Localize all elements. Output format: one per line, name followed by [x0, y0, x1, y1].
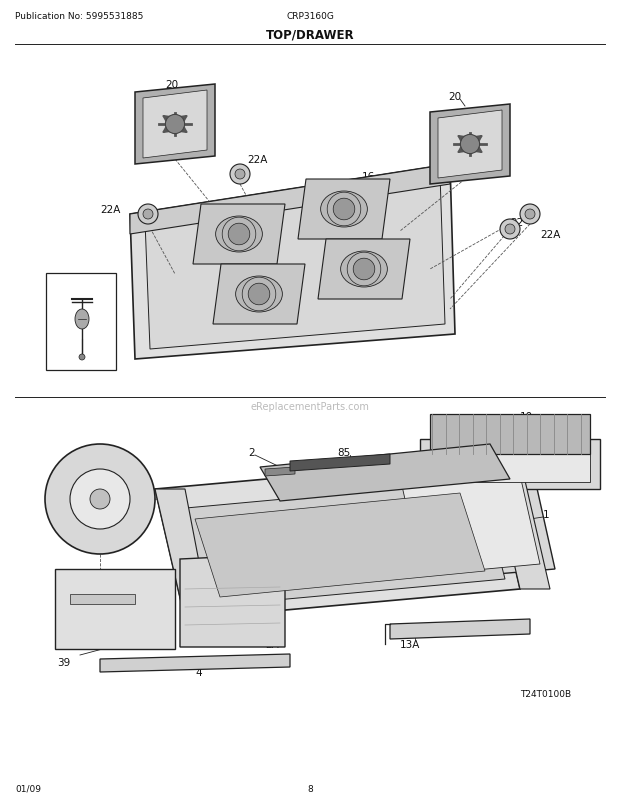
Polygon shape: [290, 455, 390, 472]
Text: 22A: 22A: [540, 229, 560, 240]
Polygon shape: [390, 457, 555, 581]
Polygon shape: [420, 439, 600, 489]
Text: Publication No: 5995531885: Publication No: 5995531885: [15, 12, 143, 21]
Polygon shape: [130, 164, 455, 359]
Polygon shape: [130, 164, 450, 235]
Polygon shape: [180, 554, 285, 647]
Text: 16: 16: [362, 172, 375, 182]
Polygon shape: [155, 460, 520, 619]
Text: 2A: 2A: [265, 639, 279, 649]
Circle shape: [143, 210, 153, 220]
Text: 10: 10: [520, 411, 533, 422]
Polygon shape: [135, 85, 215, 164]
Polygon shape: [155, 489, 210, 619]
Text: TOP/DRAWER: TOP/DRAWER: [266, 28, 354, 41]
Text: T24T0100B: T24T0100B: [520, 689, 571, 698]
Polygon shape: [430, 415, 590, 455]
Ellipse shape: [236, 277, 282, 313]
Polygon shape: [213, 265, 305, 325]
Polygon shape: [390, 619, 530, 639]
Ellipse shape: [216, 217, 262, 253]
Polygon shape: [430, 449, 590, 482]
Text: 22A: 22A: [100, 205, 120, 215]
Polygon shape: [400, 467, 540, 575]
Polygon shape: [70, 594, 135, 604]
Polygon shape: [298, 180, 390, 240]
Circle shape: [461, 136, 480, 155]
Circle shape: [500, 220, 520, 240]
Circle shape: [230, 164, 250, 184]
Text: 4: 4: [195, 667, 202, 677]
Circle shape: [520, 205, 540, 225]
Ellipse shape: [340, 252, 388, 288]
Circle shape: [353, 259, 375, 281]
Circle shape: [505, 225, 515, 235]
Text: 85: 85: [337, 448, 350, 457]
Text: 22A: 22A: [247, 155, 267, 164]
Text: 13A: 13A: [400, 639, 420, 649]
FancyBboxPatch shape: [46, 273, 116, 371]
Text: 1: 1: [543, 509, 549, 520]
Text: 20: 20: [448, 92, 461, 102]
Text: 2: 2: [248, 448, 255, 457]
Circle shape: [79, 354, 85, 361]
Polygon shape: [195, 493, 485, 597]
Text: eReplacementParts.com: eReplacementParts.com: [250, 402, 370, 411]
Circle shape: [90, 489, 110, 509]
Circle shape: [525, 210, 535, 220]
Polygon shape: [175, 481, 505, 607]
Text: 20: 20: [165, 80, 178, 90]
Circle shape: [333, 199, 355, 221]
Polygon shape: [55, 569, 175, 649]
Text: 8: 8: [307, 784, 313, 793]
Text: 01/09: 01/09: [15, 784, 41, 793]
Polygon shape: [100, 654, 290, 672]
Text: 5: 5: [68, 488, 74, 497]
Circle shape: [138, 205, 158, 225]
Circle shape: [235, 170, 245, 180]
Text: 9: 9: [570, 480, 577, 489]
Polygon shape: [318, 240, 410, 300]
Text: 88: 88: [52, 277, 64, 288]
Polygon shape: [193, 205, 285, 265]
Ellipse shape: [321, 192, 368, 228]
Polygon shape: [143, 91, 207, 159]
Polygon shape: [265, 468, 295, 476]
Polygon shape: [145, 175, 445, 350]
Polygon shape: [260, 444, 510, 501]
Circle shape: [228, 224, 250, 245]
Text: 22: 22: [510, 217, 523, 228]
Circle shape: [45, 444, 155, 554]
Polygon shape: [438, 111, 502, 179]
Text: CRP3160G: CRP3160G: [286, 12, 334, 21]
Circle shape: [166, 115, 185, 135]
Polygon shape: [430, 105, 510, 184]
Polygon shape: [490, 460, 550, 589]
Ellipse shape: [75, 310, 89, 330]
Circle shape: [248, 284, 270, 306]
Circle shape: [70, 469, 130, 529]
Text: 39: 39: [57, 657, 70, 667]
